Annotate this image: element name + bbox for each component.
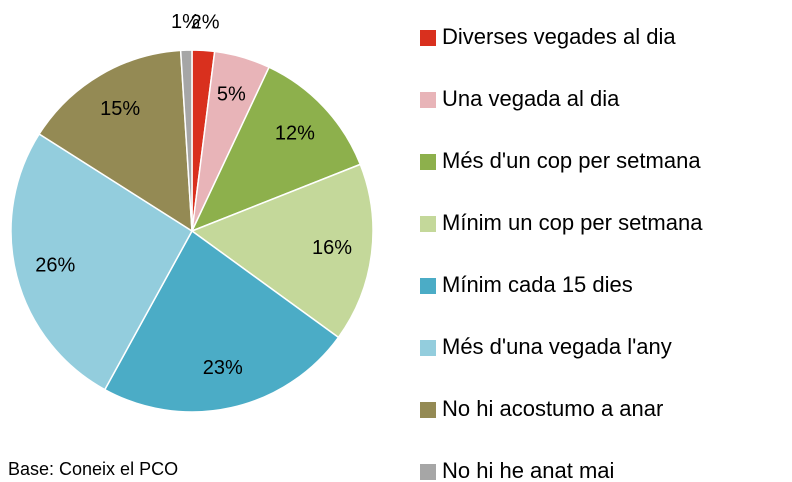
note: Base: Coneix el PCO: [8, 459, 178, 479]
pie-slice: [190, 66, 362, 233]
legend-label: Una vegada al dia: [442, 86, 620, 111]
pie-slice: [10, 132, 193, 391]
legend-swatch: [420, 30, 436, 46]
legend-label: No hi he anat mai: [442, 458, 614, 482]
slice-label: 2%: [191, 12, 220, 34]
slice-label: 23%: [203, 357, 243, 379]
legend-swatch: [420, 464, 436, 480]
pie-slice: [179, 49, 193, 232]
legend-swatch: [420, 92, 436, 108]
pie-slice: [38, 49, 193, 233]
legend-swatch: [420, 278, 436, 294]
pie-slice: [190, 163, 374, 339]
pie-slice: [103, 229, 340, 413]
slice-label: 15%: [100, 98, 140, 120]
legend-label: Diverses vegades al dia: [442, 24, 676, 49]
legend-swatch: [420, 154, 436, 170]
legend-label: Mínim cada 15 dies: [442, 272, 633, 297]
legend-label: Més d'un cop per setmana: [442, 148, 701, 173]
slice-label: 16%: [312, 237, 352, 259]
legend-swatch: [420, 402, 436, 418]
slice-label: 5%: [217, 84, 246, 106]
legend-label: Més d'una vegada l'any: [442, 334, 672, 359]
legend-swatch: [420, 340, 436, 356]
legend-label: Mínim un cop per setmana: [442, 210, 703, 235]
legend-label: No hi acostumo a anar: [442, 396, 663, 421]
legend-swatch: [420, 216, 436, 232]
slice-label: 12%: [275, 123, 315, 145]
slice-label: 26%: [35, 254, 75, 276]
slice-label: 1%: [171, 11, 200, 33]
